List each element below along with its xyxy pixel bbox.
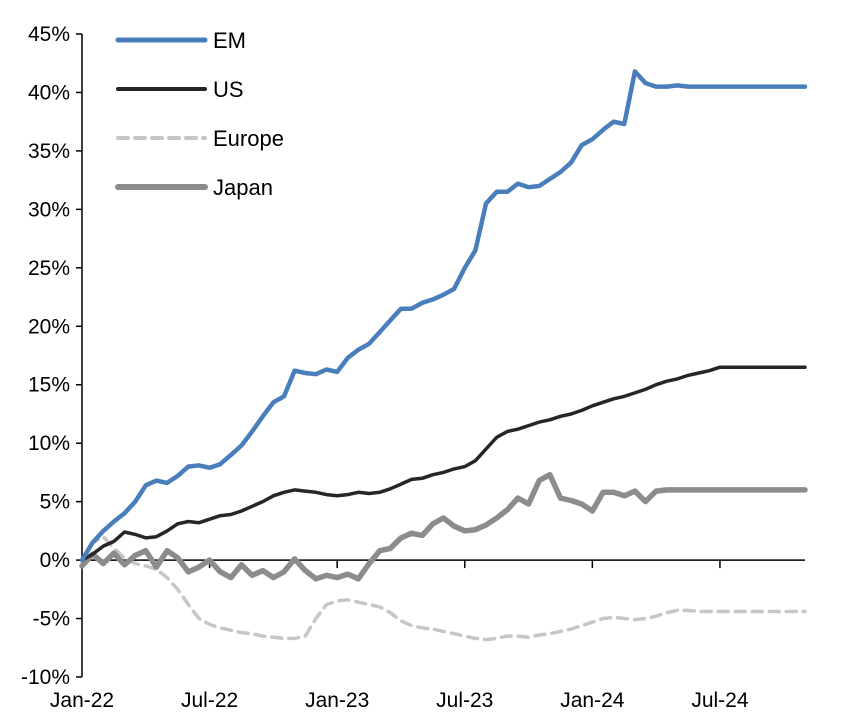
axes: 45%40%35%30%25%20%15%10%5%0%-5%-10%Jan-2… <box>21 23 805 712</box>
y-tick-label: 10% <box>28 432 70 455</box>
y-tick-label: 45% <box>28 23 70 46</box>
series-line-japan <box>79 471 808 582</box>
y-tick-label: 30% <box>28 198 70 221</box>
y-tick-label: 20% <box>28 315 70 338</box>
y-tick-label: -5% <box>33 608 70 631</box>
legend: EM US Europe Japan <box>115 28 284 200</box>
series-line-europe <box>80 534 807 642</box>
series-line-em <box>79 69 808 563</box>
x-tick-label: Jul-23 <box>436 689 493 712</box>
x-tick-label: Jan-24 <box>560 689 625 712</box>
series-lines <box>79 69 808 642</box>
y-tick-label: 15% <box>28 374 70 397</box>
series-line-us <box>80 365 807 562</box>
legend-label-europe: Europe <box>213 126 284 151</box>
y-tick-label: 0% <box>40 549 70 572</box>
x-tick-label: Jul-22 <box>181 689 238 712</box>
x-tick-label: Jul-24 <box>691 689 749 712</box>
legend-label-em: EM <box>213 28 246 53</box>
y-tick-label: 40% <box>28 81 70 104</box>
y-tick-label: 25% <box>28 257 70 280</box>
x-tick-label: Jan-22 <box>50 689 114 712</box>
legend-label-us: US <box>213 77 244 102</box>
y-tick-label: 35% <box>28 140 70 163</box>
legend-label-japan: Japan <box>213 175 273 200</box>
y-tick-label: 5% <box>40 491 70 514</box>
y-tick-label: -10% <box>21 666 70 689</box>
x-tick-label: Jan-23 <box>305 689 369 712</box>
